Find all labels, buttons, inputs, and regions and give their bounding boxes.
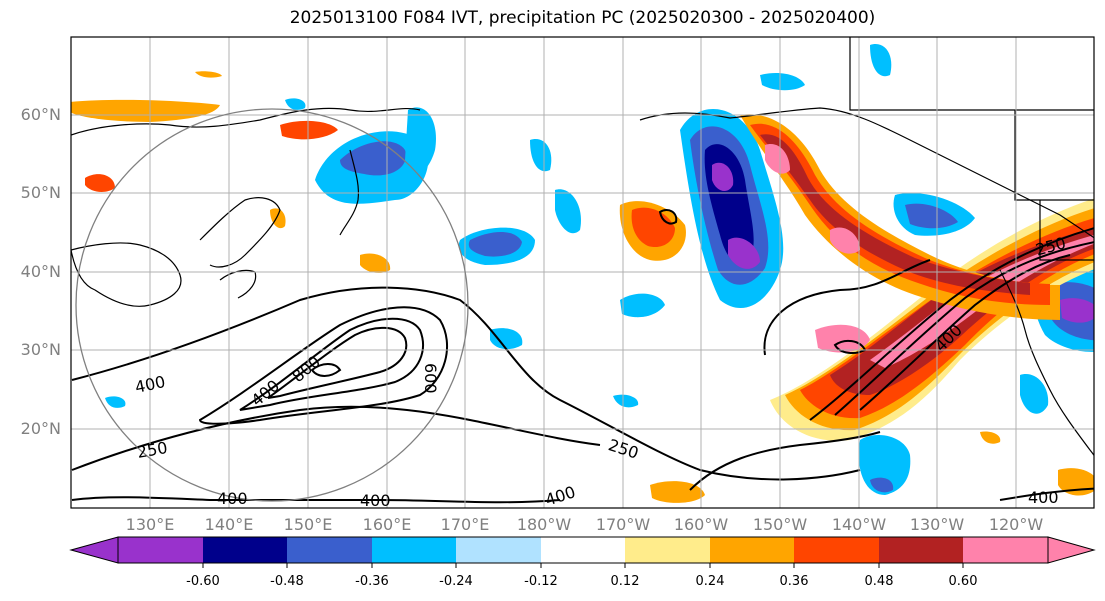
- lon-label: 150°E: [283, 515, 333, 534]
- colorbar: [69, 536, 1096, 568]
- colorbar-bin: [456, 537, 541, 563]
- lon-label: 130°E: [125, 515, 175, 534]
- map-frame: [70, 36, 1095, 509]
- colorbar-bin: [372, 537, 456, 563]
- colorbar-tick-label: 0.48: [864, 574, 894, 589]
- colorbar-tick-label: -0.12: [524, 574, 558, 589]
- graticule: [71, 37, 1094, 508]
- colorbar-tick-label: 0.36: [779, 574, 809, 589]
- lon-label: 160°W: [673, 515, 729, 534]
- colorbar-bin: [963, 537, 1048, 563]
- reference-circle: [75, 108, 469, 502]
- lat-label: 50°N: [20, 183, 61, 202]
- colorbar-bin: [541, 537, 625, 563]
- colorbar-bin: [794, 537, 879, 563]
- colorbar-bin: [710, 537, 794, 563]
- colorbar-tick-label: -0.60: [186, 574, 220, 589]
- map-title: 2025013100 F084 IVT, precipitation PC (2…: [289, 8, 876, 28]
- lat-label: 20°N: [20, 419, 61, 438]
- colorbar-tick-label: -0.36: [355, 574, 389, 589]
- colorbar-bin: [118, 537, 203, 563]
- lon-label: 140°W: [831, 515, 887, 534]
- ivt-contours: [71, 209, 1094, 504]
- colorbar-bin: [625, 537, 710, 563]
- contour-label: 400: [360, 491, 391, 510]
- lat-label: 30°N: [20, 340, 61, 359]
- lat-label: 40°N: [20, 262, 61, 281]
- lon-label: 170°W: [595, 515, 651, 534]
- contour-label: 400: [217, 489, 248, 508]
- colorbar-bin: [203, 537, 287, 563]
- colorbar-tick-label: -0.24: [439, 574, 473, 589]
- contour-label: 400: [1028, 488, 1059, 507]
- lon-label: 120°W: [988, 515, 1044, 534]
- lat-label: 60°N: [20, 105, 61, 124]
- lon-label: 160°E: [362, 515, 412, 534]
- colorbar-tick-label: -0.48: [270, 574, 304, 589]
- lon-label: 150°W: [752, 515, 808, 534]
- colorbar-tick-label: 0.24: [695, 574, 725, 589]
- lon-label: 140°E: [204, 515, 254, 534]
- precip-negative-shading: [105, 44, 1094, 495]
- coastlines: [71, 37, 1094, 457]
- colorbar-tick-label: 0.12: [610, 574, 640, 589]
- lon-label: 180°W: [516, 515, 572, 534]
- colorbar-bin: [287, 537, 372, 563]
- colorbar-max-extend: [1047, 536, 1096, 564]
- lon-label: 170°E: [440, 515, 490, 534]
- colorbar-bin: [879, 537, 963, 563]
- colorbar-tick-label: 0.60: [948, 574, 978, 589]
- contour-label: 600: [421, 363, 440, 394]
- lon-label: 130°W: [909, 515, 965, 534]
- colorbar-min-extend: [69, 536, 119, 564]
